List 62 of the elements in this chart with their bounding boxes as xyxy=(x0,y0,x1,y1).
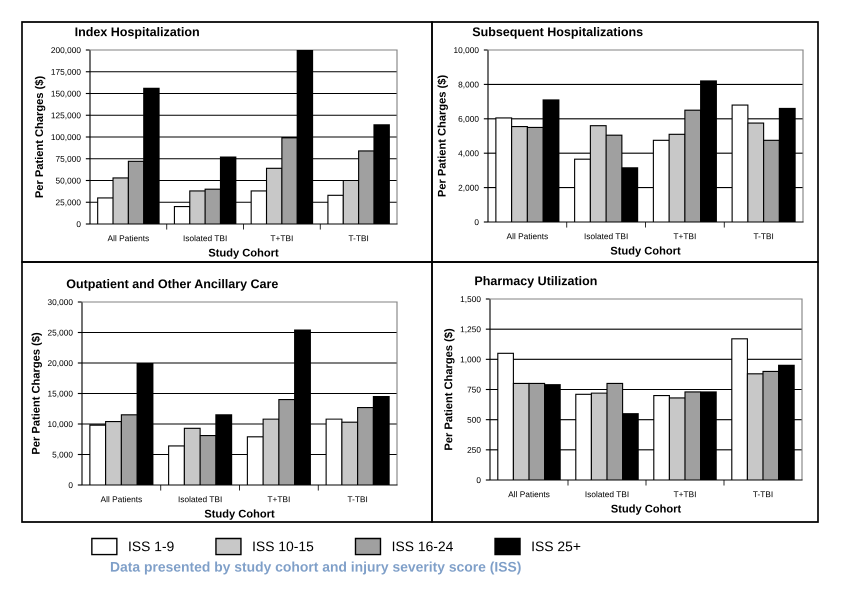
y-tick-label: 10,000 xyxy=(48,421,73,428)
y-tick-label: 50,000 xyxy=(56,178,81,185)
x-tick-label: T-TBI xyxy=(348,235,368,242)
x-tick-label: Isolated TBI xyxy=(584,233,628,240)
x-tick-label: All Patients xyxy=(506,233,548,240)
chart-title: Pharmacy Utilization xyxy=(475,276,597,288)
y-tick-label: 2,000 xyxy=(458,184,479,192)
y-tick-label: 5,000 xyxy=(52,452,73,459)
y-tick-label: 175,000 xyxy=(51,68,81,76)
y-tick-label: 750 xyxy=(467,386,481,393)
x-tick-label: All Patients xyxy=(108,235,149,242)
legend-label: ISS 10-15 xyxy=(253,541,314,552)
x-axis-title: Study Cohort xyxy=(611,504,682,515)
y-axis-title: Per Patient Charges ($) xyxy=(31,332,42,454)
y-tick-label: 6,000 xyxy=(458,116,479,123)
legend-label: ISS 16-24 xyxy=(392,541,453,552)
y-axis-title: Per Patient Charges ($) xyxy=(34,76,46,198)
chart-title: Subsequent Hospitalizations xyxy=(472,27,643,39)
y-tick-label: 10,000 xyxy=(454,47,479,54)
y-tick-label: 30,000 xyxy=(48,299,73,306)
chart-title: Index Hospitalization xyxy=(75,27,199,39)
x-tick-label: All Patients xyxy=(100,496,142,502)
x-axis-title: Study Cohort xyxy=(204,509,275,520)
x-axis-title: Study Cohort xyxy=(208,248,279,259)
legend-label: ISS 25+ xyxy=(532,541,580,552)
y-tick-label: 1,500 xyxy=(460,296,481,304)
x-tick-label: Isolated TBI xyxy=(178,496,222,502)
x-tick-label: All Patients xyxy=(508,491,550,498)
y-tick-label: 1,000 xyxy=(460,356,481,364)
y-tick-label: 25,000 xyxy=(56,199,81,206)
x-tick-label: T+TBI xyxy=(674,491,696,498)
y-tick-label: 0 xyxy=(68,482,73,488)
text: Data presented by study cohort and injury severity score (ISS) xyxy=(110,562,521,574)
legend-label: ISS 1-9 xyxy=(129,541,174,552)
x-tick-label: Isolated TBI xyxy=(184,235,227,242)
y-tick-label: 500 xyxy=(467,416,481,423)
chart-title: Outpatient and Other Ancillary Care xyxy=(66,279,278,291)
x-tick-label: T-TBI xyxy=(753,491,772,498)
y-tick-label: 0 xyxy=(474,219,479,226)
y-tick-label: 4,000 xyxy=(458,150,479,158)
x-tick-label: T+TBI xyxy=(268,496,290,502)
x-tick-label: Isolated TBI xyxy=(586,491,628,498)
y-axis-title: Per Patient Charges ($) xyxy=(444,328,455,450)
x-axis-title: Study Cohort xyxy=(610,246,681,257)
y-axis-title: Per Patient Charges ($) xyxy=(437,75,448,196)
x-tick-label: T+TBI xyxy=(674,233,696,240)
y-tick-label: 1,250 xyxy=(460,326,481,334)
y-tick-label: 75,000 xyxy=(56,156,81,163)
x-tick-label: T-TBI xyxy=(754,233,774,240)
x-tick-label: T+TBI xyxy=(270,235,293,242)
y-tick-label: 200,000 xyxy=(51,47,81,54)
y-tick-label: 20,000 xyxy=(48,360,73,368)
y-tick-label: 25,000 xyxy=(48,330,73,337)
y-tick-label: 150,000 xyxy=(51,90,81,98)
x-tick-label: T-TBI xyxy=(348,496,368,502)
y-tick-label: 125,000 xyxy=(51,112,81,120)
y-tick-label: 8,000 xyxy=(458,82,479,88)
y-tick-label: 100,000 xyxy=(51,134,81,142)
y-tick-label: 0 xyxy=(476,477,481,484)
y-tick-label: 15,000 xyxy=(48,390,73,398)
y-tick-label: 250 xyxy=(467,447,481,453)
y-tick-label: 0 xyxy=(76,221,81,228)
